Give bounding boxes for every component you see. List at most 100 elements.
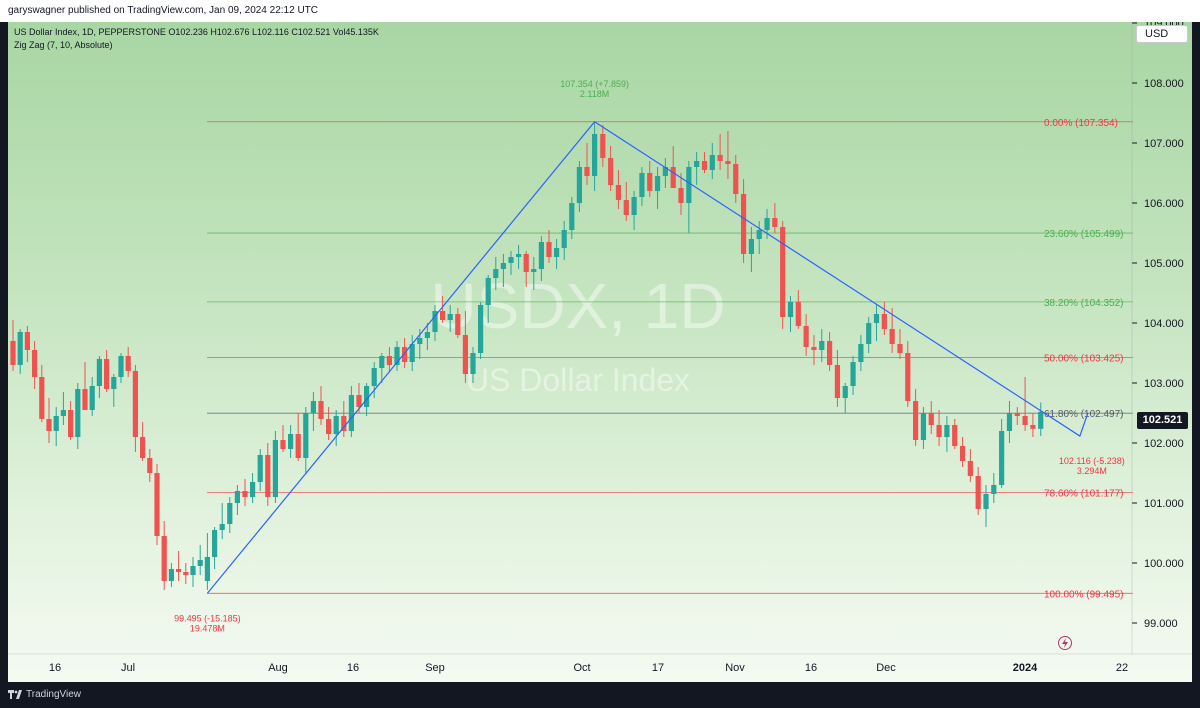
candle xyxy=(440,296,446,323)
candle-body xyxy=(132,371,138,437)
candle xyxy=(478,302,484,359)
candle-body xyxy=(546,242,552,257)
candle-body xyxy=(295,434,301,458)
candle xyxy=(662,158,668,188)
currency-button[interactable]: USD xyxy=(1136,25,1188,43)
candle xyxy=(394,341,400,371)
legend-symbol-line[interactable]: US Dollar Index, 1D, PEPPERSTONE O102.23… xyxy=(14,27,379,37)
fib-level-label: 23.60% (105.499) xyxy=(1044,229,1124,240)
candle xyxy=(227,497,233,533)
candle xyxy=(447,305,453,332)
x-tick-label: Oct xyxy=(573,662,590,674)
go-to-realtime-icon[interactable] xyxy=(1058,636,1072,650)
candle xyxy=(485,275,491,323)
candle-body xyxy=(310,401,316,413)
candle-body xyxy=(168,569,174,581)
candle xyxy=(409,335,415,371)
candle-body xyxy=(140,437,146,458)
y-tick-label: 103.000 xyxy=(1144,378,1184,390)
zigzag-pivot-label: 99.495 (-15.185) xyxy=(174,613,241,623)
candle-body xyxy=(154,473,160,536)
candle-body xyxy=(500,263,506,269)
candle-body xyxy=(379,356,385,368)
candle-body xyxy=(288,434,294,449)
candle-body xyxy=(272,440,278,497)
tradingview-logo[interactable]: TradingView xyxy=(8,689,81,700)
candle-body xyxy=(592,134,598,176)
candle-body xyxy=(455,314,461,335)
candle-body xyxy=(1022,416,1028,425)
zigzag-line xyxy=(206,120,1089,594)
candle-body xyxy=(795,302,801,326)
candle-body xyxy=(615,185,622,200)
candle xyxy=(772,203,778,233)
candle-body xyxy=(386,356,392,365)
candle xyxy=(1006,401,1013,443)
publisher-text: garyswagner published on TradingView.com… xyxy=(8,5,319,16)
candle-body xyxy=(959,446,966,461)
x-tick-label: Sep xyxy=(425,662,445,674)
candle xyxy=(318,386,324,425)
candle-body xyxy=(82,389,88,410)
fib-level-label: 61.80% (102.497) xyxy=(1044,409,1124,420)
time-axis[interactable]: 16 Jul Aug 16 Sep Oct 17 Nov 16 Dec 2024 22 xyxy=(8,653,1192,674)
candle-body xyxy=(576,167,582,203)
candle xyxy=(17,329,23,374)
candle-body xyxy=(531,269,537,272)
candle-body xyxy=(341,416,347,431)
candle-body xyxy=(280,440,286,449)
candle-body xyxy=(10,341,16,365)
candle-body xyxy=(257,455,263,482)
candle xyxy=(959,437,966,467)
candle xyxy=(834,350,841,407)
candle xyxy=(975,467,981,515)
candle xyxy=(24,326,30,362)
candle xyxy=(592,121,598,191)
candle-body xyxy=(17,332,23,365)
candle xyxy=(686,161,692,233)
price-axis[interactable]: 99.000 100.000 101.000 102.000 103.000 104.00… xyxy=(1131,22,1184,654)
candle-body xyxy=(608,158,614,185)
candle-body xyxy=(176,569,182,572)
candle xyxy=(333,410,339,446)
candle xyxy=(608,146,614,191)
candle-body xyxy=(694,161,700,167)
candle xyxy=(39,365,45,422)
x-tick-label: 2024 xyxy=(1013,662,1038,674)
candle xyxy=(1014,407,1020,425)
fib-level-label: 38.20% (104.352) xyxy=(1044,298,1124,309)
candle-body xyxy=(842,386,848,398)
candle xyxy=(897,329,903,359)
candle-body xyxy=(493,269,499,278)
candle xyxy=(46,398,52,443)
candle-body xyxy=(462,335,468,374)
candle xyxy=(303,407,309,473)
publisher-bar: garyswagner published on TradingView.com… xyxy=(0,0,1200,22)
candle xyxy=(386,347,392,371)
legend-indicator-line[interactable]: Zig Zag (7, 10, Absolute) xyxy=(14,40,113,50)
candle-body xyxy=(803,326,809,347)
candle-body xyxy=(227,503,233,524)
candle xyxy=(295,413,301,461)
candle-body xyxy=(701,161,708,170)
y-tick-label: 104.000 xyxy=(1144,318,1184,330)
candle-body xyxy=(819,341,825,350)
chart-svg[interactable]: USDX, 1D US Dollar Index 0.00% (107.354)… xyxy=(8,22,1192,682)
candle xyxy=(125,347,131,377)
candle xyxy=(889,308,895,353)
candle-body xyxy=(740,194,747,254)
candle xyxy=(68,401,74,440)
candle xyxy=(850,356,856,395)
candle-body xyxy=(432,311,438,332)
candle-body xyxy=(212,530,218,557)
chart-area[interactable]: USDX, 1D US Dollar Index 0.00% (107.354)… xyxy=(8,22,1192,682)
fib-level-label: 78.60% (101.177) xyxy=(1044,488,1124,499)
candle xyxy=(1030,413,1036,437)
x-tick-label: Aug xyxy=(268,662,288,674)
candle xyxy=(288,425,294,458)
candle xyxy=(272,431,278,503)
candle xyxy=(280,425,286,452)
candle xyxy=(1038,402,1044,437)
candle xyxy=(944,416,950,452)
